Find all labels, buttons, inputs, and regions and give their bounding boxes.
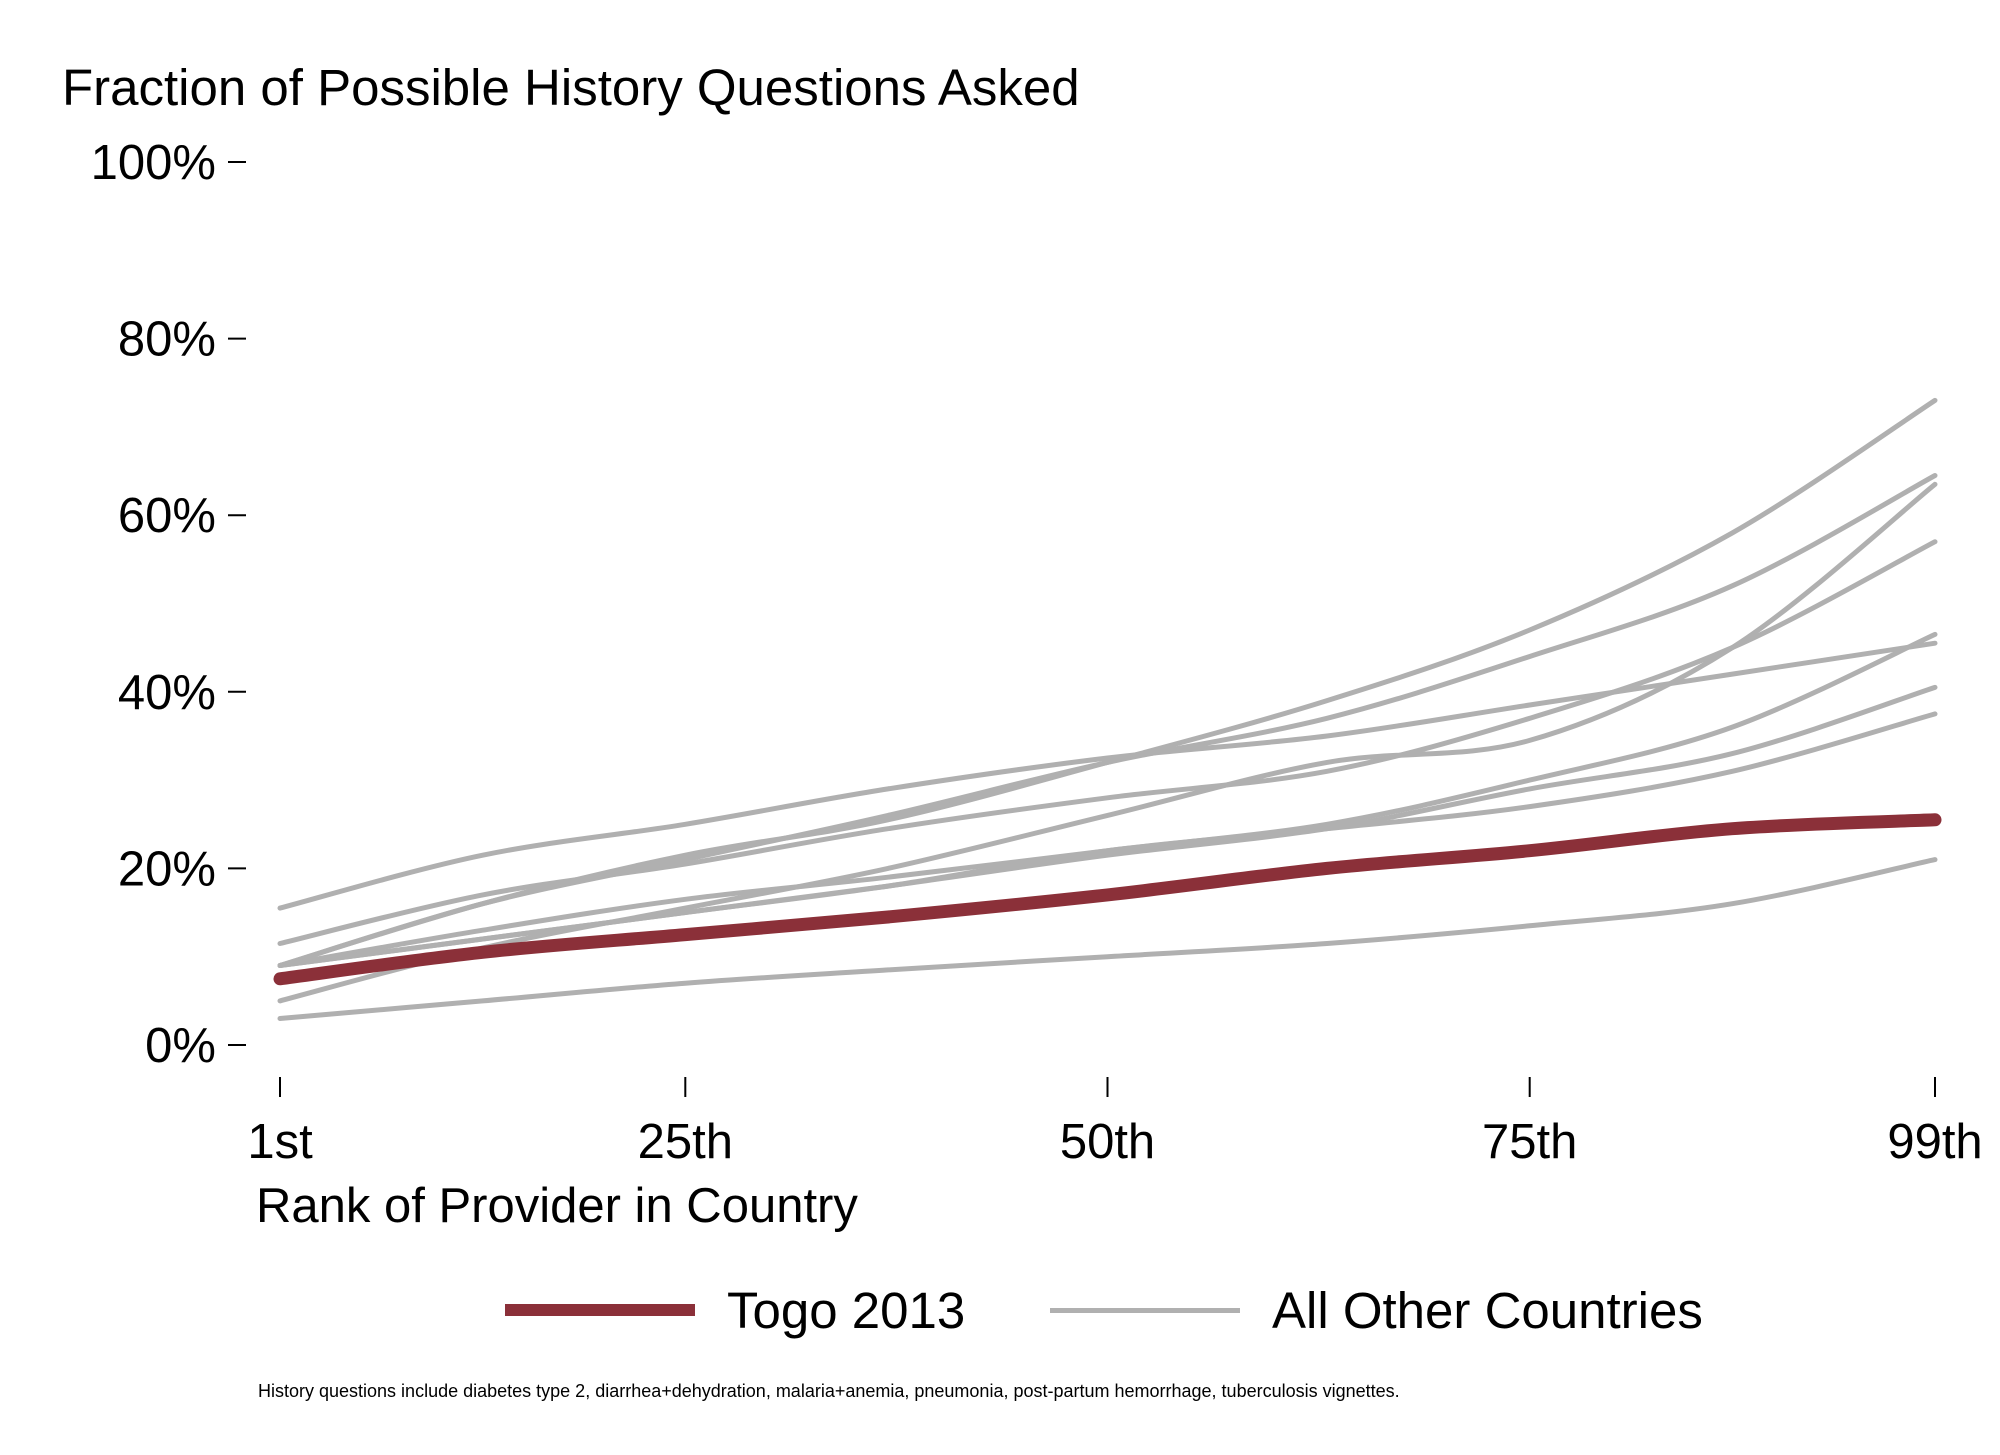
x-axis-title: Rank of Provider in Country (256, 1179, 858, 1233)
y-tick-label: 20% (118, 842, 216, 896)
legend-item-other: All Other Countries (1050, 1275, 1703, 1345)
y-axis: 0% 20% 40% 60% 80% 100% (91, 136, 246, 1073)
series-line-other-country-9 (277, 857, 1938, 1021)
series-line-other-country-8 (277, 711, 1938, 968)
y-tick-label: 80% (118, 313, 216, 367)
y-tick-label: 60% (118, 489, 216, 543)
series-line-other-country-4 (277, 539, 1938, 946)
legend: Togo 2013 All Other Countries (0, 1275, 2000, 1345)
legend-label-togo: Togo 2013 (727, 1281, 966, 1339)
y-tick-label: 40% (118, 666, 216, 720)
x-tick-label: 1st (247, 1115, 313, 1169)
x-tick-label: 25th (638, 1115, 733, 1169)
y-tick-label: 0% (145, 1019, 216, 1073)
x-axis: 1st 25th 50th 75th 99th (247, 1077, 1983, 1169)
x-tick-label: 99th (1887, 1115, 1982, 1169)
legend-item-togo: Togo 2013 (505, 1275, 965, 1345)
legend-swatch-togo (505, 1304, 695, 1316)
series-line-other-country-3 (277, 481, 1938, 1004)
y-tick-label: 100% (91, 136, 216, 190)
plot-lines (273, 397, 1942, 1021)
series-line-togo-2013 (273, 813, 1942, 986)
legend-swatch-other (1050, 1307, 1240, 1313)
chart-title: Fraction of Possible History Questions A… (62, 59, 1080, 116)
x-tick-label: 75th (1482, 1115, 1577, 1169)
footnote: History questions include diabetes type … (258, 1381, 1400, 1401)
x-tick-label: 50th (1060, 1115, 1155, 1169)
series-line-other-country-5 (277, 640, 1938, 911)
legend-label-other: All Other Countries (1272, 1281, 1703, 1339)
